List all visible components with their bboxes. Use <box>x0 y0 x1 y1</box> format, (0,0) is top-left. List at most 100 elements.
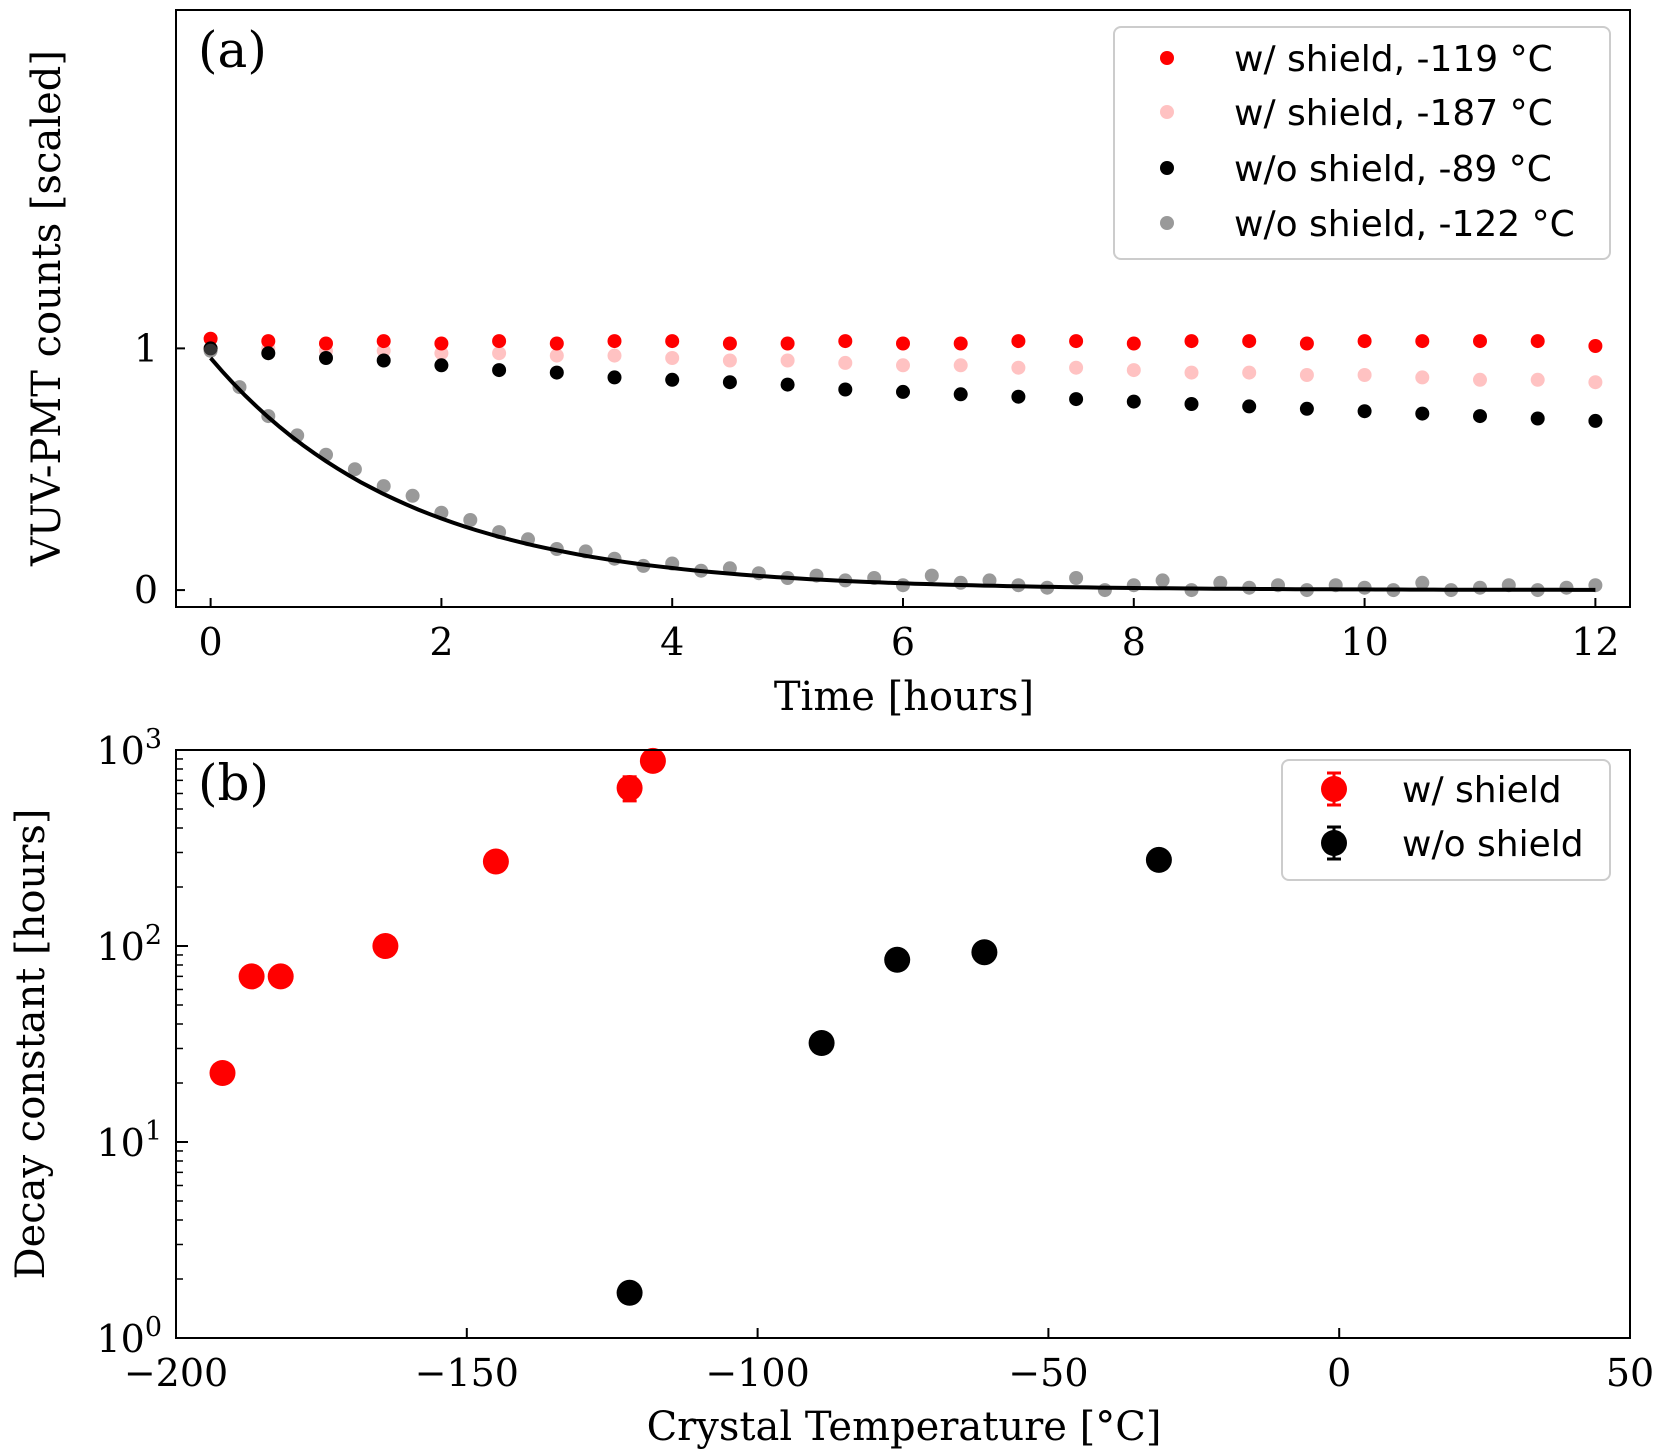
panel-b-legend: w/ shield w/o shield <box>1281 759 1611 881</box>
a-series-3-point <box>1559 580 1574 595</box>
a-series-2-point <box>1126 394 1141 409</box>
a-series-2-point <box>1011 389 1026 404</box>
a-xtick-label: 10 <box>1340 620 1388 664</box>
a-series-0-point <box>203 331 218 346</box>
a-series-0-point <box>1242 334 1257 349</box>
a-series-2-point <box>1299 401 1314 416</box>
panel-a-legend-frame <box>1113 26 1611 260</box>
a-series-2-point <box>434 358 449 373</box>
a-series-2-point <box>607 370 622 385</box>
a-series-0-point <box>1299 336 1314 351</box>
a-series-1-point <box>376 343 391 358</box>
a-xtick-label: 8 <box>1122 620 1146 664</box>
a-series-2-point <box>1415 406 1430 421</box>
a-series-0-point <box>434 336 449 351</box>
panel-b-xlabel: Crystal Temperature [°C] <box>647 1404 1162 1450</box>
panel-a-ticks: 0 2 4 6 8 10 12 0 1 <box>134 326 1620 664</box>
panel-b-ticks: −200 −150 −100 −50 0 50 100 101 102 103 <box>96 724 1654 1395</box>
a-series-3-point <box>376 479 391 494</box>
panel-b: −200 −150 −100 −50 0 50 100 101 102 103 (b) Cryst… <box>8 724 1654 1450</box>
a-series-2-point <box>953 387 968 402</box>
legend-label-a-0: w/ shield, -119 °C <box>1234 39 1553 80</box>
panel-a: 0 2 4 6 8 10 12 0 1 (a) Time [hours] VUV-PMT cou… <box>24 9 1631 720</box>
panel-a-data <box>203 331 1603 598</box>
a-series-3-point <box>1415 575 1430 590</box>
legend-label-b-1: w/o shield <box>1402 824 1584 865</box>
a-series-0-point <box>549 336 564 351</box>
legend-marker-b-0 <box>1321 771 1347 807</box>
a-series-2-point <box>896 384 910 399</box>
panel-b-frame <box>175 749 1631 1339</box>
a-series-1-point <box>549 348 564 363</box>
b-ytick-label: 102 <box>96 920 162 969</box>
panel-b-ylabel: Decay constant [hours] <box>8 808 54 1279</box>
panel-a-legend: w/ shield, -119 °C w/ shield, -187 °C w/… <box>1113 26 1611 260</box>
a-series-0-point <box>1357 334 1372 349</box>
legend-label-a-3: w/o shield, -122 °C <box>1234 204 1575 245</box>
b-series-1-point <box>1145 846 1172 873</box>
b-series-0-point <box>639 747 666 774</box>
legend-label-a-1: w/ shield, -187 °C <box>1234 93 1553 134</box>
b-series-0-point <box>616 775 643 801</box>
panel-a-label: (a) <box>198 21 267 79</box>
b-ytick-label: 101 <box>96 1116 162 1165</box>
b-series-1-point <box>971 939 998 966</box>
b-series-1-point <box>884 946 911 973</box>
a-series-3-point <box>1069 571 1084 585</box>
a-xtick-label: 4 <box>660 620 684 664</box>
a-series-1-point <box>838 355 853 370</box>
b-series-1-point <box>808 1030 835 1056</box>
a-series-1-point <box>1299 368 1314 382</box>
b-series-0-point <box>209 1060 236 1086</box>
legend-label-a-2: w/o shield, -89 °C <box>1234 149 1552 190</box>
b-series-1-point <box>616 1279 643 1306</box>
a-series-1-point <box>780 353 795 368</box>
a-series-0-point <box>376 334 391 349</box>
a-series-0-point <box>1530 334 1545 349</box>
a-series-1-point <box>607 348 622 363</box>
a-series-3-point <box>463 513 478 527</box>
a-series-0-point <box>261 334 276 349</box>
a-series-3-point <box>953 575 968 590</box>
b-xtick-label: −100 <box>705 1351 809 1395</box>
a-series-1-point <box>665 351 680 365</box>
a-series-1-point <box>1069 360 1084 375</box>
a-series-0-point <box>896 336 910 351</box>
panel-b-data <box>209 747 1172 1306</box>
panel-b-label: (b) <box>198 754 269 812</box>
a-series-1-point <box>1588 375 1603 390</box>
a-series-1-point <box>1530 372 1545 387</box>
a-series-0-point <box>1011 334 1026 349</box>
legend-marker-a-2 <box>1160 161 1174 175</box>
a-series-2-point <box>1473 409 1487 424</box>
b-xtick-label: −50 <box>1008 1351 1088 1395</box>
b-xtick-label: −150 <box>415 1351 519 1395</box>
b-ytick-label: 100 <box>96 1312 162 1361</box>
a-series-1-point <box>953 358 968 373</box>
a-series-0-point <box>1184 334 1199 349</box>
a-series-1-point <box>492 346 507 361</box>
a-series-1-point <box>1126 363 1141 378</box>
panel-b-legend-frame <box>1281 759 1611 881</box>
b-series-0-point <box>372 933 399 959</box>
a-series-0-point <box>953 336 968 351</box>
legend-marker-a-0 <box>1160 51 1174 65</box>
a-series-1-point <box>1184 365 1199 380</box>
a-xtick-label: 0 <box>199 620 223 664</box>
a-series-0-point <box>1069 334 1084 349</box>
a-series-2-point <box>1069 392 1084 407</box>
b-ytick-label: 103 <box>96 724 162 773</box>
a-series-0-point <box>1126 336 1141 351</box>
a-series-2-point <box>838 382 853 397</box>
a-xtick-label: 2 <box>429 620 453 664</box>
a-series-1-point <box>1473 372 1487 387</box>
a-series-0-point <box>838 334 853 349</box>
legend-marker-b-1 <box>1321 825 1347 861</box>
a-series-1-point <box>1011 360 1026 375</box>
legend-label-b-0: w/ shield <box>1402 770 1562 811</box>
b-series-0-point <box>482 848 509 875</box>
a-series-2-point <box>1184 397 1199 411</box>
a-series-1-point <box>434 346 449 361</box>
a-series-0-point <box>492 334 507 349</box>
